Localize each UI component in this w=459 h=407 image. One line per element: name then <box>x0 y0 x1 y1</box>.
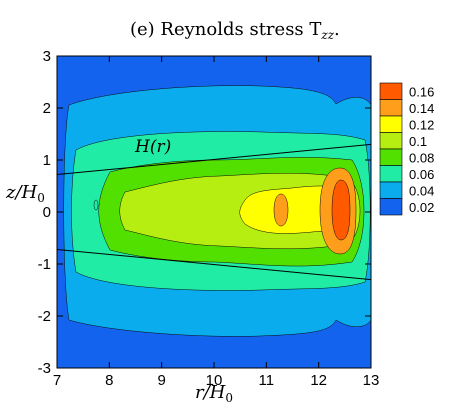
contour-region-0.14-inner <box>273 193 289 227</box>
legend-swatch <box>379 99 403 117</box>
annotation-H-r: H(r) <box>134 137 171 157</box>
y-tick-label: 2 <box>43 100 51 117</box>
scale-height-lines <box>57 143 371 281</box>
legend-label: 0.02 <box>409 200 434 215</box>
x-tick-label: 13 <box>363 372 380 389</box>
y-tick-label: -2 <box>38 308 51 325</box>
legend-swatch <box>379 198 403 216</box>
legend-label: 0.16 <box>409 84 434 99</box>
scale-height-line-lower <box>57 248 371 281</box>
legend-swatch <box>379 115 403 133</box>
y-tick-label: -3 <box>38 360 51 377</box>
y-tick-label: 3 <box>43 48 51 65</box>
legend-swatch <box>379 165 403 183</box>
legend-swatch <box>379 181 403 199</box>
x-tick-label: 9 <box>157 372 165 389</box>
scale-height-line-upper <box>57 143 371 176</box>
legend-label: 0.1 <box>409 134 427 149</box>
legend-label: 0.12 <box>409 117 434 132</box>
legend: 0.16 0.140.12 0.10.08 0.060.04 0.02 <box>379 82 434 216</box>
y-axis-label: z/H0 <box>5 182 45 205</box>
contour-region-0.16 <box>331 179 351 241</box>
x-tick-label: 10 <box>206 372 223 389</box>
x-axis-label: r/H0 <box>195 382 233 405</box>
legend-label: 0.08 <box>409 150 434 165</box>
y-tick-label: 1 <box>43 152 51 169</box>
legend-swatch <box>379 82 403 100</box>
legend-label: 0.14 <box>409 101 434 116</box>
plot-area <box>57 56 371 368</box>
x-tick-label: 12 <box>310 372 327 389</box>
x-axis-ticks: 7 8 9 10 11 12 13 <box>53 56 380 389</box>
legend-label: 0.04 <box>409 183 434 198</box>
chart-title: (e) Reynolds stress Tzz. <box>130 19 340 42</box>
x-tick-label: 11 <box>259 372 275 389</box>
y-axis-ticks: 3 2 1 0 -1 -2 -3 <box>38 48 371 377</box>
legend-swatch <box>379 132 403 150</box>
legend-swatch <box>379 148 403 166</box>
y-tick-label: 0 <box>43 204 51 221</box>
small-dot-0.06 <box>93 199 99 211</box>
y-tick-label: -1 <box>38 256 51 273</box>
x-tick-label: 8 <box>105 372 113 389</box>
x-tick-label: 7 <box>53 372 61 389</box>
legend-label: 0.06 <box>409 167 434 182</box>
